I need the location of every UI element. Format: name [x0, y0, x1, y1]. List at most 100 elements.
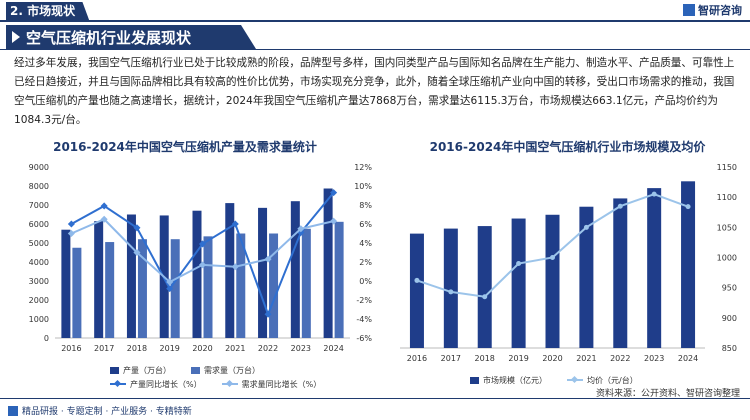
- market-size-bar: [511, 218, 526, 348]
- footer-logo-icon: [8, 405, 18, 416]
- production-bar: [225, 203, 235, 338]
- average-price-point: [550, 255, 555, 260]
- x-tick-label: 2021: [225, 344, 245, 353]
- x-tick-label: 2018: [127, 344, 147, 353]
- market-size-bar: [647, 188, 662, 348]
- x-tick-label: 2016: [407, 354, 427, 363]
- market-size-bar: [579, 206, 594, 348]
- right-axis-tick-label: 900: [722, 314, 737, 323]
- production-growth-point: [166, 285, 174, 293]
- left-axis-tick-label: 8000: [29, 182, 49, 191]
- demand-bar: [203, 236, 213, 338]
- demand-bar: [105, 242, 115, 338]
- market-size-bar: [545, 214, 560, 348]
- legend-label: 均价（元/台）: [587, 375, 638, 385]
- legend-label: 产量同比增长（%）: [130, 379, 202, 389]
- left-axis-tick-label: 2000: [29, 296, 49, 305]
- demand-growth-point: [297, 225, 305, 233]
- right-axis-tick-label: -2%: [356, 296, 372, 305]
- average-price-point: [651, 191, 657, 197]
- x-tick-label: 2018: [475, 354, 495, 363]
- demand-bar: [334, 221, 344, 338]
- right-axis-tick-label: 12%: [354, 163, 372, 172]
- right-axis-tick-label: 1150: [717, 163, 737, 172]
- demand-growth-point: [330, 217, 338, 225]
- x-tick-label: 2020: [192, 344, 212, 353]
- market-size-bar: [443, 228, 458, 348]
- legend-item: 产量同比增长（%）: [110, 379, 202, 390]
- right-axis-tick-label: -6%: [356, 334, 372, 343]
- right-axis-tick-label: 8%: [359, 201, 372, 210]
- legend-swatch: [470, 376, 479, 384]
- production-bar: [290, 201, 300, 338]
- average-price-point: [516, 261, 522, 267]
- production-growth-point: [67, 220, 75, 228]
- legend-swatch: [567, 379, 583, 381]
- x-tick-label: 2016: [61, 344, 81, 353]
- left-axis-tick-label: 5000: [29, 239, 49, 248]
- x-tick-label: 2023: [644, 354, 664, 363]
- production-bar: [61, 229, 71, 338]
- demand-bar: [301, 228, 311, 338]
- brand: 智研咨询: [683, 2, 742, 18]
- legend-label: 产量（万台）: [123, 365, 171, 375]
- x-tick-label: 2022: [610, 354, 630, 363]
- demand-growth-point: [198, 261, 207, 269]
- average-price-point: [583, 224, 589, 230]
- demand-bar: [170, 239, 180, 338]
- legend-item: 需求量同比增长（%）: [221, 379, 322, 390]
- legend-item: 市场规模（亿元）: [470, 375, 547, 386]
- production-growth-point: [330, 189, 338, 197]
- legend-swatch: [110, 383, 126, 385]
- market-size-bar: [681, 181, 696, 348]
- demand-bar: [72, 247, 82, 338]
- legend-item: 需求量（万台）: [191, 365, 260, 376]
- x-tick-label: 2024: [323, 344, 343, 353]
- x-tick-label: 2023: [291, 344, 311, 353]
- source-note: 资料来源：公开资料、智研咨询整理: [595, 389, 740, 399]
- market-size-price-chart: 850 900 950 1000 1050 1100 1150 2016 2017 2018 201…: [400, 163, 737, 363]
- legend-label: 市场规模（亿元）: [483, 375, 547, 385]
- market-size-bar: [477, 226, 492, 348]
- production-bar: [258, 207, 268, 338]
- right-axis-tick-label: 4%: [359, 239, 372, 248]
- average-price-point: [617, 203, 623, 209]
- legend-label: 需求量同比增长（%）: [241, 379, 322, 389]
- intro-paragraph: 经过多年发展，我国空气压缩机行业已处于比较成熟的阶段，品牌型号多样，国内同类型产…: [14, 57, 735, 126]
- footer-rule: [0, 398, 750, 399]
- right-axis-tick-label: 6%: [359, 220, 372, 229]
- right-axis-tick-label: 0%: [359, 277, 372, 286]
- brand-logo-icon: [683, 4, 695, 16]
- section-label: 2. 市场现状: [6, 2, 90, 20]
- page-title: 空气压缩机行业发展现状: [26, 28, 192, 47]
- demand-growth-point: [133, 248, 141, 257]
- production-bar: [323, 188, 333, 338]
- production-growth-point: [264, 310, 272, 318]
- right-axis-tick-label: -4%: [356, 315, 372, 324]
- x-tick-label: 2024: [678, 354, 698, 363]
- legend-item: 产量（万台）: [110, 365, 171, 376]
- market-size-bar: [409, 233, 424, 348]
- chart1-legend: 产量（万台） 需求量（万台） 产量同比增长（%） 需求量同比增长（%）: [110, 363, 321, 391]
- right-axis-tick-label: 850: [722, 344, 737, 353]
- left-axis-tick-label: 7000: [29, 201, 49, 210]
- page-title-bar: 空气压缩机行业发展现状: [6, 25, 256, 49]
- production-growth-point: [231, 220, 239, 228]
- x-tick-label: 2019: [508, 354, 528, 363]
- x-tick-label: 2020: [542, 354, 562, 363]
- top-header: 2. 市场现状 智研咨询: [0, 0, 750, 22]
- right-axis-tick-label: 10%: [354, 182, 372, 191]
- production-growth-point: [198, 240, 207, 248]
- title-rule: [0, 49, 750, 50]
- left-axis-tick-label: 4000: [29, 258, 49, 267]
- legend-swatch: [110, 366, 119, 374]
- production-growth-point: [133, 224, 141, 232]
- legend-swatch: [191, 366, 200, 374]
- chart1-title: 2016-2024年中国空气压缩机产量及需求量统计: [53, 140, 317, 154]
- demand-growth-point: [264, 255, 272, 263]
- production-bar: [126, 214, 136, 338]
- legend-item: 均价（元/台）: [567, 375, 638, 386]
- x-tick-label: 2019: [160, 344, 180, 353]
- footer-tagline-text: 精品研报 · 专题定制 · 产业服务 · 专精特新: [22, 407, 192, 417]
- left-axis-tick-label: 9000: [29, 163, 49, 172]
